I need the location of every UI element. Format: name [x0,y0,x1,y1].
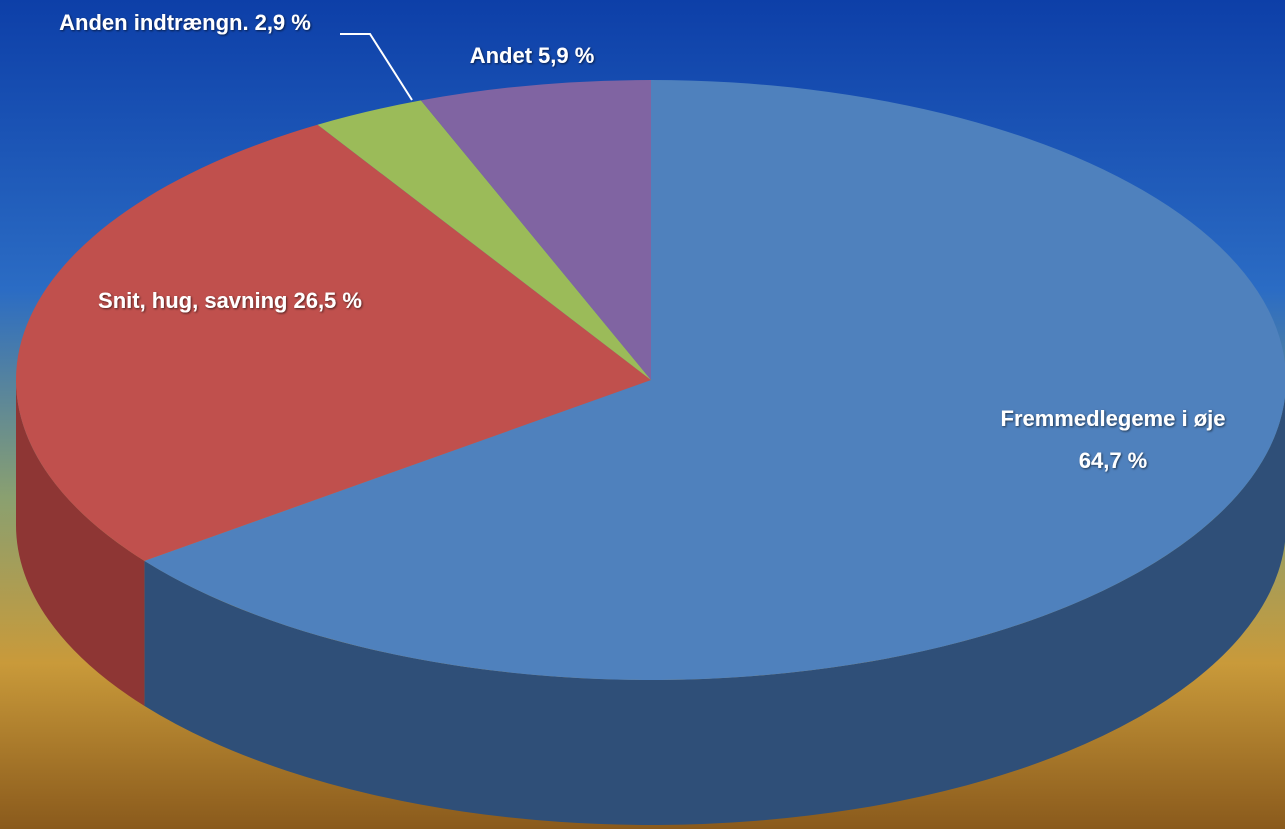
category-label: Fremmedlegeme i øje [1001,406,1226,431]
value-label: 26,5 % [293,288,362,313]
value-label: 2,9 % [255,10,311,35]
value-label: 64,7 % [1079,448,1148,473]
value-label: 5,9 % [538,43,594,68]
page: {"chart_data": {"type": "pie", "categori… [0,0,1285,829]
chart: Fremmedlegeme i øje 64,7 % Snit, hug, savn… [0,0,1285,829]
category-label: Anden indtrængn. [59,10,248,35]
category-label: Andet [470,43,533,68]
tops [16,80,1285,680]
category-label: Snit, hug, savning [98,288,287,313]
slice-label: Anden indtrængn. 2,9 % [59,10,311,35]
